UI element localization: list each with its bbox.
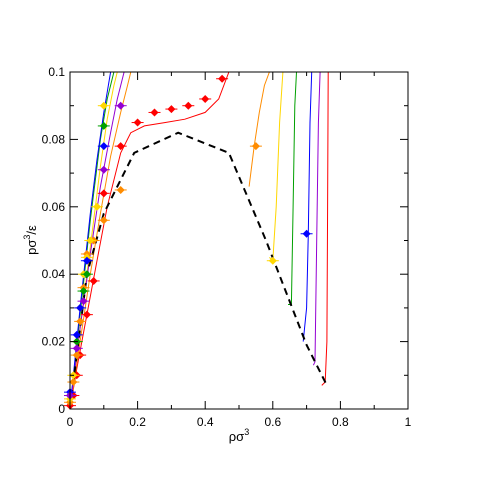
series-2-point	[268, 256, 277, 265]
x-axis-label: ρσ3	[229, 427, 249, 444]
series-1-curve	[248, 72, 270, 187]
series-3-curve	[70, 72, 115, 409]
series-3-point	[99, 121, 108, 130]
y-axis-label-tail: /ε	[24, 225, 39, 235]
series-2-curve	[269, 72, 284, 262]
series-1-point	[116, 185, 125, 194]
series-0-point	[89, 276, 98, 285]
y-axis-label: pσ3/ε	[22, 225, 39, 255]
series-5-curve	[312, 72, 321, 366]
series-0-point	[133, 118, 142, 127]
series-0-point	[218, 74, 227, 83]
series-0-point	[150, 108, 159, 117]
series-3-curve	[288, 72, 297, 305]
x-tick-label: 0.8	[332, 415, 349, 429]
y-axis-label-sup: 3	[22, 235, 32, 240]
x-axis-label-sup: 3	[244, 427, 249, 437]
y-tick-label: 0.04	[42, 267, 66, 281]
series-0-point	[99, 189, 108, 198]
series-0-point	[184, 101, 193, 110]
series-1-curve	[70, 72, 132, 409]
coexistence-boundary-line	[70, 131, 328, 409]
series-1-point	[99, 216, 108, 225]
series-0-point	[201, 94, 210, 103]
series-2-point	[93, 202, 102, 211]
series-3-point	[79, 287, 88, 296]
x-tick-label: 0.6	[264, 415, 281, 429]
series-4-point	[76, 303, 85, 312]
coexistence-boundary-layer	[70, 131, 328, 409]
series-4-point	[99, 142, 108, 151]
series-0-point	[167, 105, 176, 114]
series-5-point	[72, 344, 81, 353]
y-tick-label: 0.02	[42, 335, 66, 349]
y-tick-label: 0.06	[42, 200, 66, 214]
series-4-point	[302, 229, 311, 238]
x-tick-label: 0.4	[197, 415, 214, 429]
ticks-layer: 0 0.2 0.4 0.6 0.8 1 0 0.02 0.04 0.06 0.08 0.1	[42, 65, 412, 429]
series-2-point	[99, 101, 108, 110]
y-tick-label: 0	[58, 402, 65, 416]
series-2-point	[86, 236, 95, 245]
series-0-curve	[321, 72, 329, 386]
x-axis-label-base: ρσ	[229, 429, 244, 444]
series-5-point	[79, 297, 88, 306]
series-4-curve	[302, 72, 313, 342]
x-tick-label: 0	[67, 415, 74, 429]
series-4-point	[82, 256, 91, 265]
x-tick-label: 0.2	[129, 415, 146, 429]
series-5-point	[116, 101, 125, 110]
y-tick-label: 0.1	[48, 65, 65, 79]
series-1-point	[76, 317, 85, 326]
series-0-point	[116, 142, 125, 151]
curves-layer	[70, 72, 329, 409]
series-1-point	[251, 142, 260, 151]
plot-frame	[69, 71, 409, 410]
data-points-layer	[64, 74, 313, 410]
series-5-point	[99, 165, 108, 174]
series-1-point	[72, 351, 81, 360]
series-1-point	[69, 378, 78, 387]
series-4-point	[72, 330, 81, 339]
series-5-curve	[70, 72, 125, 409]
y-axis-label-base: pσ	[24, 240, 39, 255]
series-3-point	[82, 270, 91, 279]
series-0-point	[82, 310, 91, 319]
x-tick-label: 1	[405, 415, 412, 429]
y-tick-label: 0.08	[42, 132, 66, 146]
